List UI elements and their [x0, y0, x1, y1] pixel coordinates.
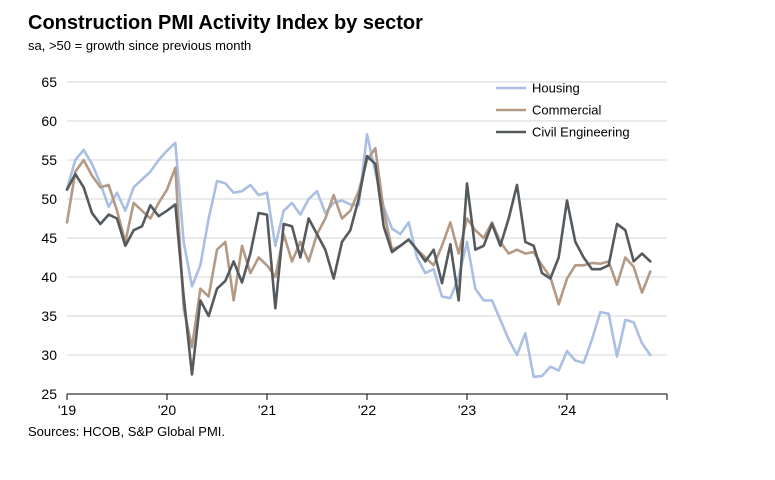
- legend-label: Commercial: [532, 103, 601, 118]
- legend-label: Civil Engineering: [532, 125, 630, 140]
- series-line-civil-engineering: [65, 154, 652, 376]
- y-tick-label: 25: [41, 386, 57, 402]
- legend: Housing Commercial Civil Engineering: [496, 81, 630, 140]
- x-tick-label: '24: [558, 402, 576, 418]
- y-tick-label: 45: [41, 230, 57, 246]
- x-tick-label: '21: [258, 402, 276, 418]
- y-tick-label: 35: [41, 308, 57, 324]
- y-tick-label: 40: [41, 269, 57, 285]
- grid-layer: [67, 81, 667, 356]
- y-tick-label: 65: [41, 74, 57, 90]
- chart-title: Construction PMI Activity Index by secto…: [28, 12, 423, 34]
- series-line-commercial: [65, 147, 652, 349]
- series-layer: [65, 132, 652, 379]
- x-tick-label: '22: [358, 402, 376, 418]
- x-tick-label: '20: [158, 402, 176, 418]
- y-tick-label: 50: [41, 191, 57, 207]
- source-note: Sources: HCOB, S&P Global PMI.: [28, 424, 225, 439]
- chart-subtitle: sa, >50 = growth since previous month: [28, 38, 252, 53]
- axis-layer: 25 30 35 40 45 50 55 60 65 '19 '20 '21 '22 '23 '24: [41, 74, 668, 418]
- x-tick-label: '19: [58, 402, 76, 418]
- y-tick-label: 60: [41, 113, 57, 129]
- legend-label: Housing: [532, 81, 580, 96]
- y-tick-label: 55: [41, 152, 57, 168]
- series-line-housing: [65, 132, 652, 379]
- y-tick-label: 30: [41, 347, 57, 363]
- x-tick-label: '23: [458, 402, 476, 418]
